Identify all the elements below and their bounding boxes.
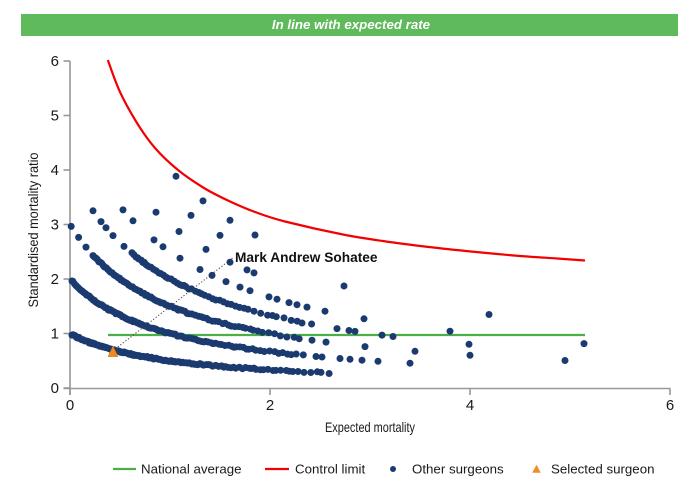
svg-text:6: 6: [51, 53, 59, 70]
svg-text:0: 0: [66, 397, 74, 414]
svg-text:Standardised mortality ratio: Standardised mortality ratio: [26, 153, 41, 308]
svg-text:Other surgeons: Other surgeons: [412, 462, 504, 477]
svg-text:1: 1: [51, 326, 59, 343]
svg-text:Mark Andrew Sohatee: Mark Andrew Sohatee: [235, 250, 378, 265]
svg-text:0: 0: [51, 380, 59, 397]
svg-text:Expected mortality: Expected mortality: [325, 420, 415, 435]
svg-text:2: 2: [51, 271, 59, 288]
svg-text:4: 4: [466, 397, 474, 414]
svg-text:4: 4: [51, 162, 59, 179]
svg-text:2: 2: [266, 397, 274, 414]
svg-text:3: 3: [51, 217, 59, 234]
svg-text:6: 6: [666, 397, 674, 414]
svg-text:Control limit: Control limit: [295, 462, 365, 477]
svg-text:5: 5: [51, 108, 59, 125]
svg-text:National average: National average: [141, 462, 242, 477]
svg-text:Selected surgeon: Selected surgeon: [551, 462, 655, 477]
